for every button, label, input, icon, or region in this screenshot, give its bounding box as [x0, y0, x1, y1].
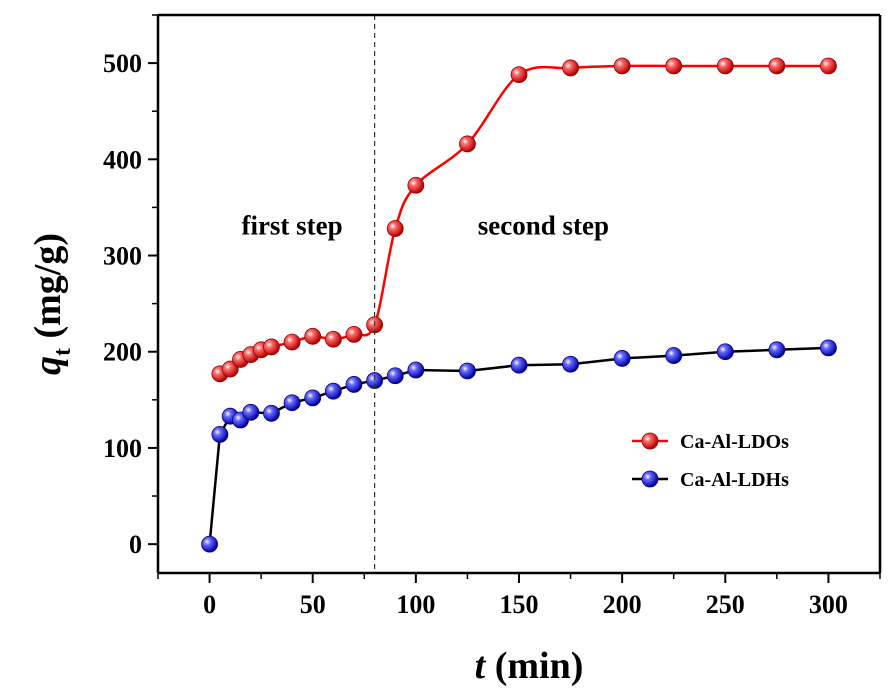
- data-point-ca-al-ldhs-19: [768, 341, 786, 359]
- x-axis-title: t (min): [475, 645, 584, 687]
- data-point-ca-al-ldos-7: [304, 327, 322, 345]
- y-tick-label-300: 300: [103, 242, 142, 271]
- data-point-ca-al-ldhs-1: [211, 426, 229, 443]
- data-point-ca-al-ldos-9: [345, 326, 363, 343]
- x-tick-label-300: 300: [809, 590, 848, 619]
- data-point-ca-al-ldhs-16: [613, 350, 631, 367]
- data-point-ca-al-ldos-18: [716, 57, 734, 75]
- x-tick-label-250: 250: [706, 590, 745, 619]
- x-tick-label-100: 100: [396, 590, 435, 619]
- data-point-ca-al-ldos-1: [221, 360, 239, 378]
- legend-marker-ca-al-ldos: [641, 432, 659, 450]
- data-point-ca-al-ldhs-14: [510, 356, 528, 374]
- y-tick-label-400: 400: [103, 145, 142, 174]
- data-point-ca-al-ldhs-4: [242, 403, 260, 421]
- y-tick-label-500: 500: [103, 49, 142, 78]
- data-point-ca-al-ldos-14: [510, 66, 528, 84]
- data-point-ca-al-ldhs-13: [459, 362, 476, 380]
- y-tick-label-100: 100: [103, 434, 142, 463]
- data-point-ca-al-ldos-8: [324, 330, 342, 348]
- legend: Ca-Al-LDOs Ca-Al-LDHs: [632, 431, 789, 491]
- x-tick-label-50: 50: [300, 590, 326, 619]
- data-point-ca-al-ldos-17: [665, 57, 683, 75]
- data-point-ca-al-ldhs-5: [263, 404, 280, 422]
- x-tick-label-0: 0: [203, 590, 216, 619]
- legend-marker-ca-al-ldhs: [641, 470, 659, 488]
- annotation-second-step: second step: [478, 210, 609, 240]
- data-point-ca-al-ldos-11: [386, 220, 404, 237]
- data-point-ca-al-ldos-5: [263, 338, 280, 356]
- data-point-ca-al-ldhs-9: [345, 376, 363, 393]
- annotation-first-step: first step: [241, 210, 342, 240]
- data-point-ca-al-ldhs-17: [665, 347, 683, 364]
- data-point-ca-al-ldos-13: [459, 135, 476, 153]
- data-point-ca-al-ldos-16: [613, 57, 631, 75]
- data-point-ca-al-ldhs-20: [820, 339, 837, 357]
- y-axis-title: qt (mg/g): [27, 233, 76, 375]
- data-point-ca-al-ldhs-0: [201, 535, 218, 553]
- legend-label-ca-al-ldos: Ca-Al-LDOs: [680, 431, 789, 453]
- data-point-ca-al-ldos-15: [562, 59, 579, 77]
- data-point-ca-al-ldos-20: [820, 57, 837, 75]
- data-point-ca-al-ldos-6: [283, 333, 301, 351]
- legend-label-ca-al-ldhs: Ca-Al-LDHs: [680, 469, 789, 491]
- y-tick-label-0: 0: [129, 530, 142, 559]
- x-tick-label-150: 150: [500, 590, 539, 619]
- data-point-ca-al-ldhs-6: [283, 394, 301, 412]
- y-tick-label-200: 200: [103, 338, 142, 367]
- data-point-ca-al-ldhs-8: [324, 382, 342, 400]
- data-point-ca-al-ldhs-7: [304, 389, 322, 407]
- data-point-ca-al-ldhs-11: [386, 367, 404, 385]
- data-point-ca-al-ldhs-18: [716, 343, 734, 361]
- data-point-ca-al-ldos-12: [407, 176, 425, 194]
- data-point-ca-al-ldos-19: [768, 57, 786, 75]
- x-tick-label-200: 200: [603, 590, 642, 619]
- data-point-ca-al-ldhs-12: [407, 361, 425, 379]
- data-point-ca-al-ldhs-15: [562, 355, 579, 373]
